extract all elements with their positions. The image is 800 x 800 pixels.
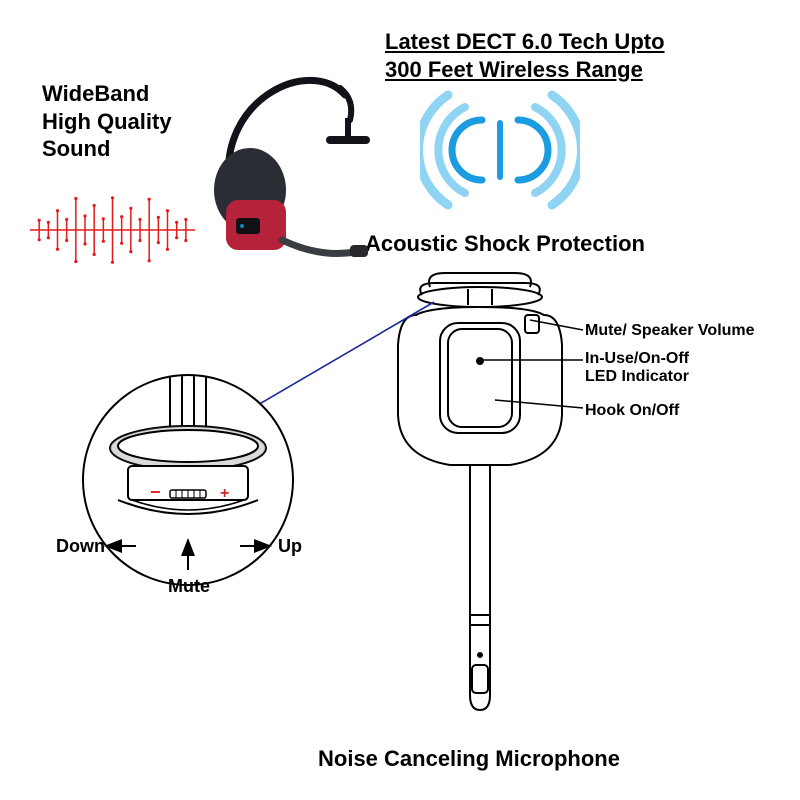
detail-up-label: Up	[278, 535, 302, 558]
detail-view: − +	[58, 370, 318, 610]
detail-down-label: Down	[56, 535, 105, 558]
svg-text:+: +	[220, 485, 229, 502]
detail-mute-label: Mute	[168, 575, 210, 598]
svg-text:−: −	[150, 482, 161, 502]
